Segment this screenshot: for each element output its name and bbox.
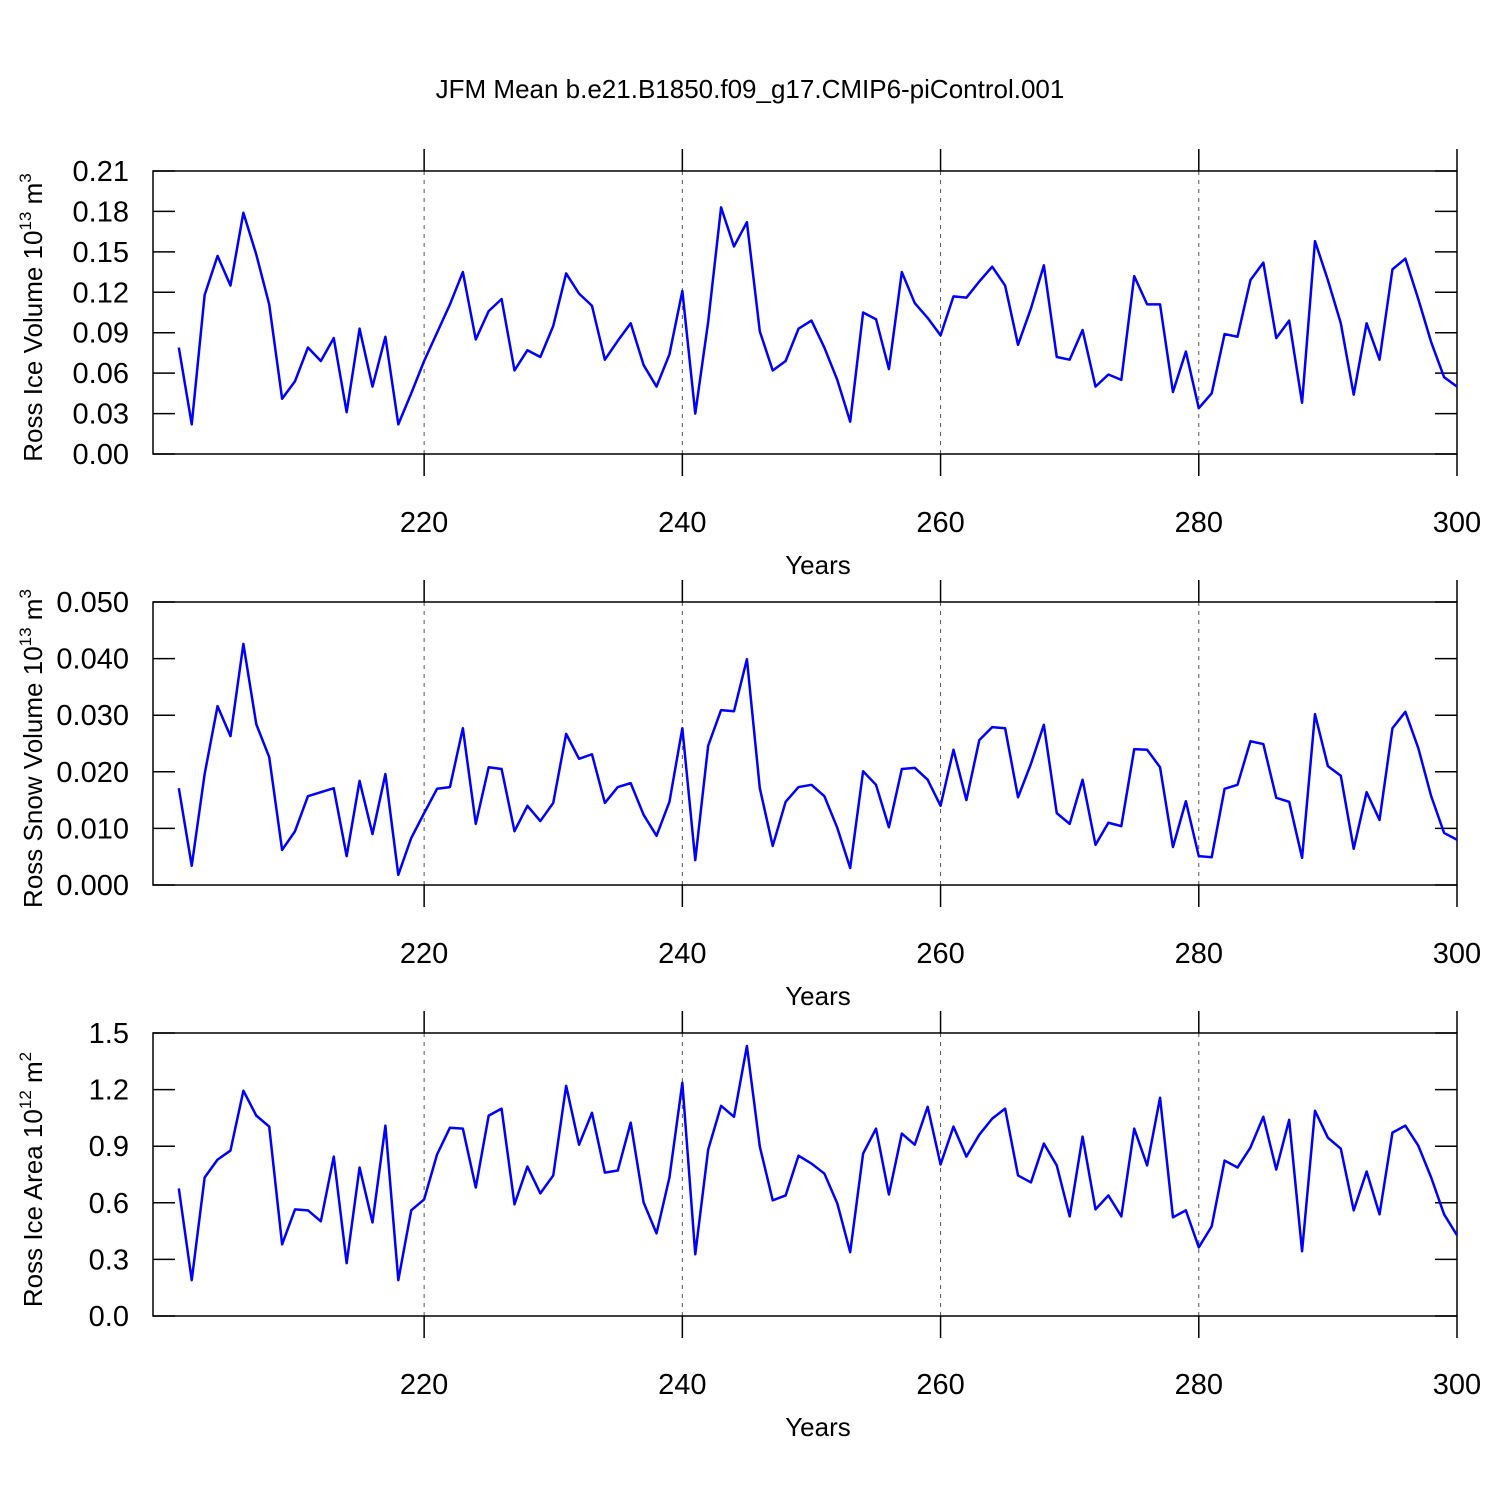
y-tick-label: 1.5 xyxy=(89,1018,129,1050)
panel: 220 240 260 280 300 0.0 0.3 0.6 0.9 1.2 1.5 Years Ro… xyxy=(16,1011,1481,1442)
y-tick-label: 0.9 xyxy=(89,1131,129,1163)
y-tick-label: 0.000 xyxy=(56,870,129,902)
y-tick-label: 0.0 xyxy=(89,1301,129,1333)
x-tick-label: 220 xyxy=(400,1369,448,1401)
y-axis-label-superscript: 12 xyxy=(16,1090,35,1109)
y-tick-label: 0.020 xyxy=(56,757,129,789)
y-tick-label: 0.6 xyxy=(89,1188,129,1220)
y-axis-label-superscript: 3 xyxy=(16,173,35,182)
y-tick-label: 0.030 xyxy=(56,700,129,732)
y-tick-label: 0.03 xyxy=(73,399,129,431)
x-axis-label: Years xyxy=(785,981,851,1011)
data-line xyxy=(177,206,1458,426)
y-axis-label-superscript: 13 xyxy=(16,212,35,231)
x-tick-label: 260 xyxy=(916,1369,964,1401)
data-line xyxy=(177,642,1458,877)
x-tick-label: 260 xyxy=(916,507,964,539)
y-tick-label: 0.040 xyxy=(56,644,129,676)
x-axis-label: Years xyxy=(785,550,851,580)
x-tick-label: 280 xyxy=(1175,938,1223,970)
x-tick-label: 280 xyxy=(1175,507,1223,539)
figure-title: JFM Mean b.e21.B1850.f09_g17.CMIP6-piCon… xyxy=(436,74,1065,104)
y-axis-label-part: m xyxy=(18,183,48,212)
y-tick-label: 0.18 xyxy=(73,196,129,228)
y-tick-label: 0.00 xyxy=(73,439,129,471)
x-tick-label: 280 xyxy=(1175,1369,1223,1401)
plot-frame xyxy=(152,170,1458,455)
y-axis-label: Ross Ice Volume 1013 m3 xyxy=(16,173,48,462)
y-tick-label: 0.15 xyxy=(73,237,129,269)
plot-frame xyxy=(152,601,1458,886)
y-axis-label-superscript: 2 xyxy=(16,1052,35,1061)
y-tick-label: 0.3 xyxy=(89,1244,129,1276)
x-tick-label: 240 xyxy=(658,1369,706,1401)
x-axis-label: Years xyxy=(785,1412,851,1442)
plot-frame xyxy=(152,1032,1458,1317)
y-tick-label: 0.09 xyxy=(73,318,129,350)
y-axis-label: Ross Snow Volume 1013 m3 xyxy=(16,589,48,908)
y-tick-label: 1.2 xyxy=(89,1075,129,1107)
y-axis-label-part: m xyxy=(18,1061,48,1090)
x-tick-label: 240 xyxy=(658,938,706,970)
x-tick-label: 300 xyxy=(1433,938,1481,970)
y-tick-label: 0.12 xyxy=(73,277,129,309)
y-axis-label-part: m xyxy=(18,599,48,628)
x-tick-label: 220 xyxy=(400,938,448,970)
panel: 220 240 260 280 300 0.00 0.03 0.06 0.09 0.12 0.15 0… xyxy=(16,149,1481,580)
x-tick-label: 300 xyxy=(1433,1369,1481,1401)
panel: 220 240 260 280 300 0.000 0.010 0.020 0.030 0.040… xyxy=(16,580,1481,1011)
x-tick-label: 220 xyxy=(400,507,448,539)
y-tick-label: 0.010 xyxy=(56,813,129,845)
y-axis-label-part: Ross Ice Volume 10 xyxy=(18,231,48,462)
y-tick-label: 0.050 xyxy=(56,587,129,619)
x-tick-label: 240 xyxy=(658,507,706,539)
y-axis-label-part: Ross Snow Volume 10 xyxy=(18,646,48,908)
x-tick-label: 260 xyxy=(916,938,964,970)
y-tick-label: 0.21 xyxy=(73,156,129,188)
data-line xyxy=(177,1044,1459,1282)
y-axis-label: Ross Ice Area 1012 m2 xyxy=(16,1052,48,1307)
y-axis-label-superscript: 13 xyxy=(16,627,35,646)
y-axis-label-part: Ross Ice Area 10 xyxy=(18,1109,48,1307)
y-axis-label-superscript: 3 xyxy=(16,589,35,598)
y-tick-label: 0.06 xyxy=(73,358,129,390)
x-tick-label: 300 xyxy=(1433,507,1481,539)
